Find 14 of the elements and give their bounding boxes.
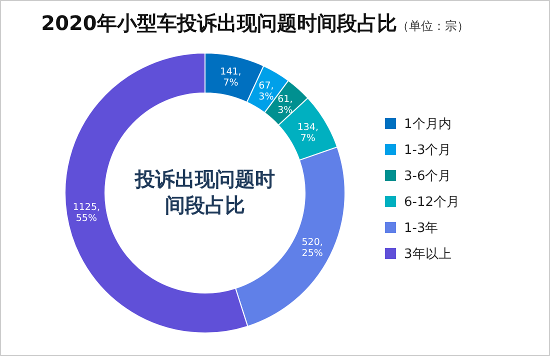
data-label: 134, 7% [297, 122, 319, 144]
legend-label: 1个月内 [404, 117, 452, 132]
data-label: 1125, 55% [72, 202, 100, 224]
legend-label: 1-3个月 [404, 143, 452, 158]
text: 投诉出现问题时间段占比 [134, 167, 275, 217]
legend-label: 3年以上 [404, 247, 452, 262]
legend-label: 1-3年 [404, 221, 438, 236]
data-label: 61, 3% [278, 94, 293, 116]
data-label: 520, 25% [302, 237, 323, 260]
data-label: 67, 3% [258, 80, 274, 102]
data-label: 141, 7% [220, 66, 242, 88]
legend-label: 6-12个月 [404, 195, 460, 210]
legend-label: 3-6个月 [404, 169, 452, 184]
chart-subtitle: （单位：宗） [396, 19, 469, 33]
